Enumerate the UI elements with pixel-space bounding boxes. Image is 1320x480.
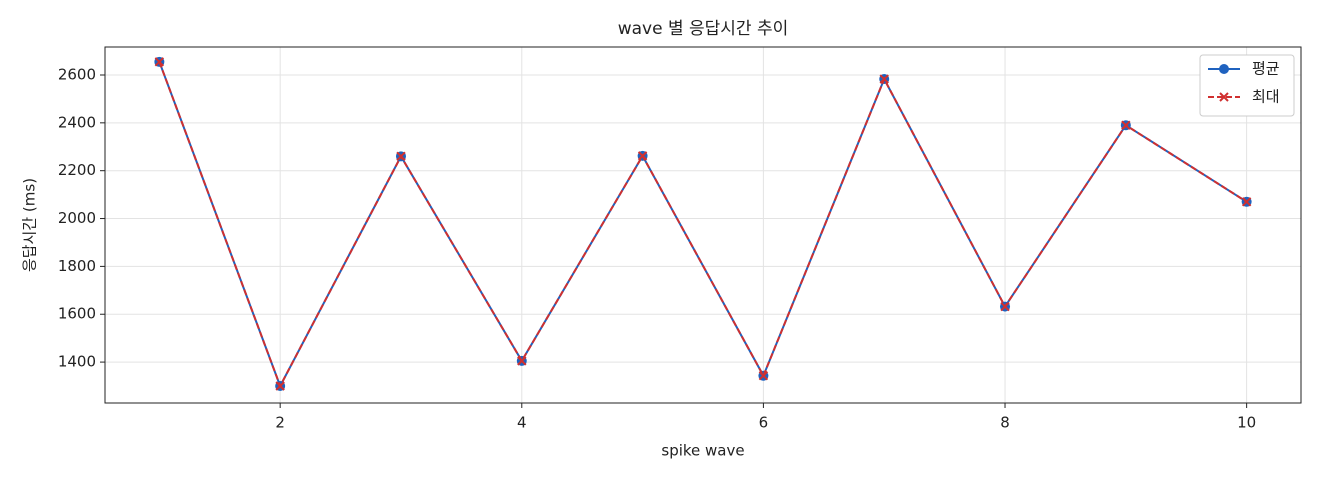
y-tick-label: 1600: [58, 305, 96, 323]
y-tick-label: 2600: [58, 65, 96, 83]
x-tick-label: 10: [1237, 414, 1256, 432]
plot-frame: [104, 46, 1302, 404]
legend-marker: [1219, 92, 1229, 102]
point: [1121, 120, 1131, 130]
point: [396, 151, 406, 162]
x-tick-label: 2: [275, 414, 285, 432]
y-axis-label: 응답시간 (ms): [21, 178, 39, 272]
point: [879, 74, 889, 84]
point: [517, 356, 527, 366]
legend-marker: [1219, 64, 1229, 74]
point: [1000, 301, 1010, 312]
legend-label: 평균: [1252, 60, 1280, 78]
point: [275, 381, 285, 391]
x-axis-label: spike wave: [661, 442, 744, 460]
point: [758, 371, 769, 381]
point: [637, 151, 648, 161]
x-tick-label: 6: [759, 414, 769, 432]
point: [154, 57, 165, 67]
legend-frame: [1199, 54, 1295, 117]
series-line: [158, 61, 1248, 389]
series-line: [158, 61, 1248, 389]
chart-title: wave 별 응답시간 추이: [618, 19, 789, 39]
point: [1241, 197, 1252, 207]
y-tick-label: 2200: [58, 161, 96, 179]
x-tick-label: 8: [1000, 414, 1010, 432]
y-tick-label: 2000: [58, 209, 96, 227]
y-tick-label: 1400: [58, 353, 96, 371]
x-tick-label: 4: [517, 414, 527, 432]
legend-label: 최대: [1252, 88, 1280, 106]
y-tick-label: 2400: [58, 113, 96, 131]
y-tick-label: 1800: [58, 257, 96, 275]
